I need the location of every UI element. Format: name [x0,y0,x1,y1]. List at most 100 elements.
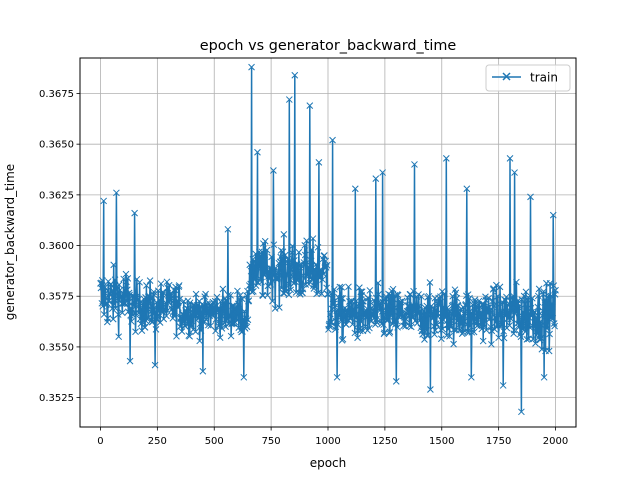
data-point-marker [151,361,159,369]
data-point-marker [379,298,387,306]
data-point-marker [251,273,259,281]
data-point-marker [167,291,175,298]
data-point-marker [314,243,322,251]
data-point-marker [263,246,271,254]
data-point-marker [457,320,465,328]
data-point-marker [244,316,252,324]
data-point-marker [192,328,199,336]
data-point-marker [339,295,346,302]
data-point-marker [523,322,530,330]
data-point-marker [481,322,488,330]
data-point-marker [410,287,417,295]
data-point-marker [353,302,361,310]
data-point-marker [453,294,461,302]
data-point-marker [441,290,448,298]
data-point-marker [392,378,400,385]
data-point-marker [290,257,298,264]
data-point-marker [104,314,112,322]
data-point-marker [275,269,282,277]
data-point-marker [224,225,232,233]
data-point-marker [248,288,256,296]
data-point-marker [142,317,150,325]
data-point-marker [500,334,508,342]
data-point-marker [306,102,314,109]
data-point-marker [549,315,557,322]
data-point-marker [494,292,502,300]
data-point-marker [345,283,352,291]
data-point-marker [265,268,273,275]
data-point-marker [468,310,476,318]
data-point-marker [347,299,355,306]
data-point-marker [243,323,251,331]
data-point-marker [172,287,180,295]
data-point-marker [149,318,157,326]
data-point-marker [279,248,287,256]
data-point-marker [370,314,378,322]
data-point-marker [132,328,139,336]
data-point-marker [283,271,290,279]
data-point-marker [349,320,356,328]
data-point-marker [550,320,558,327]
data-point-marker [209,298,217,306]
data-point-marker [433,300,441,307]
data-point-marker [427,386,434,393]
data-point-marker [353,310,361,317]
data-point-marker [532,339,539,347]
data-point-marker [507,315,515,323]
data-point-marker [261,237,269,245]
data-point-marker [152,325,160,333]
data-point-marker [488,308,496,316]
data-point-marker [425,292,433,300]
data-point-marker [196,337,204,345]
data-point-marker [144,302,152,310]
data-point-marker [212,315,220,323]
data-point-marker [173,299,181,307]
data-point-marker [550,282,558,290]
data-point-marker [488,340,495,348]
data-point-marker [406,322,413,330]
data-point-marker [450,340,457,348]
data-point-marker [538,345,546,353]
legend-label-train: train [530,71,558,85]
data-point-marker [354,334,361,342]
data-point-marker [99,283,107,291]
data-point-marker [131,209,138,217]
data-point-marker [352,314,360,322]
data-point-marker [411,161,418,168]
data-point-marker [342,321,350,328]
data-point-marker [511,310,519,318]
data-point-marker [100,197,108,205]
data-point-marker [401,317,409,324]
data-point-marker [155,296,163,304]
data-point-marker [545,292,553,299]
data-point-marker [496,283,504,291]
data-point-marker [308,246,315,253]
data-point-marker [442,314,450,321]
data-point-marker [498,321,505,329]
data-point-marker [356,284,363,291]
data-point-marker [103,301,110,309]
data-point-marker [540,373,548,381]
data-point-marker [468,328,476,336]
data-point-marker [135,305,143,313]
y-axis-label: generator_backward_time [3,164,17,320]
data-point-marker [171,312,179,320]
legend-box [485,64,571,92]
data-point-marker [233,303,240,311]
data-point-marker [323,261,331,269]
data-point-marker [267,281,275,288]
data-point-marker [212,327,219,335]
data-point-marker [333,373,341,381]
data-point-marker [385,298,393,306]
data-point-marker [287,265,295,273]
y-axis-ticks: 0.3525 0.3550 0.3575 0.3600 0.3625 0.3650 0.36… [39,89,80,404]
data-point-marker [111,276,119,284]
data-point-marker [497,323,505,330]
data-point-marker [404,294,411,302]
data-point-marker [207,322,214,330]
data-point-marker [546,280,554,287]
data-point-marker [538,321,545,329]
data-point-marker [288,257,295,265]
data-point-marker [200,319,208,326]
data-point-marker [284,255,292,263]
